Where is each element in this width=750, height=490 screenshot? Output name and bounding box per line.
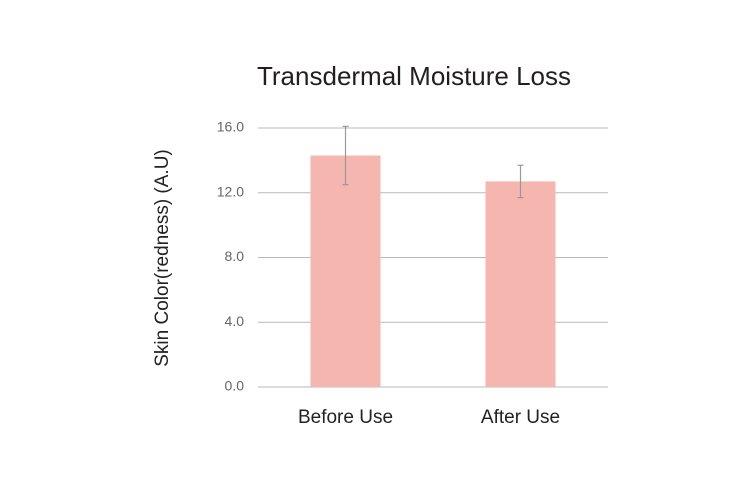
y-axis-label: Skin Color(redness) (A.U) — [152, 149, 173, 367]
chart-title: Transdermal Moisture Loss — [257, 61, 571, 91]
y-tick-label: 12.0 — [217, 183, 244, 199]
x-tick-label: Before Use — [298, 407, 393, 428]
bar — [310, 155, 381, 387]
error-bar — [342, 125, 349, 186]
x-tick-label: After Use — [481, 407, 560, 428]
y-tick-label: 0.0 — [225, 378, 245, 394]
bar — [485, 181, 556, 387]
y-tick-label: 8.0 — [225, 248, 245, 264]
y-tick-label: 16.0 — [217, 119, 244, 135]
y-tick-label: 4.0 — [225, 313, 245, 329]
error-bar — [517, 164, 524, 199]
